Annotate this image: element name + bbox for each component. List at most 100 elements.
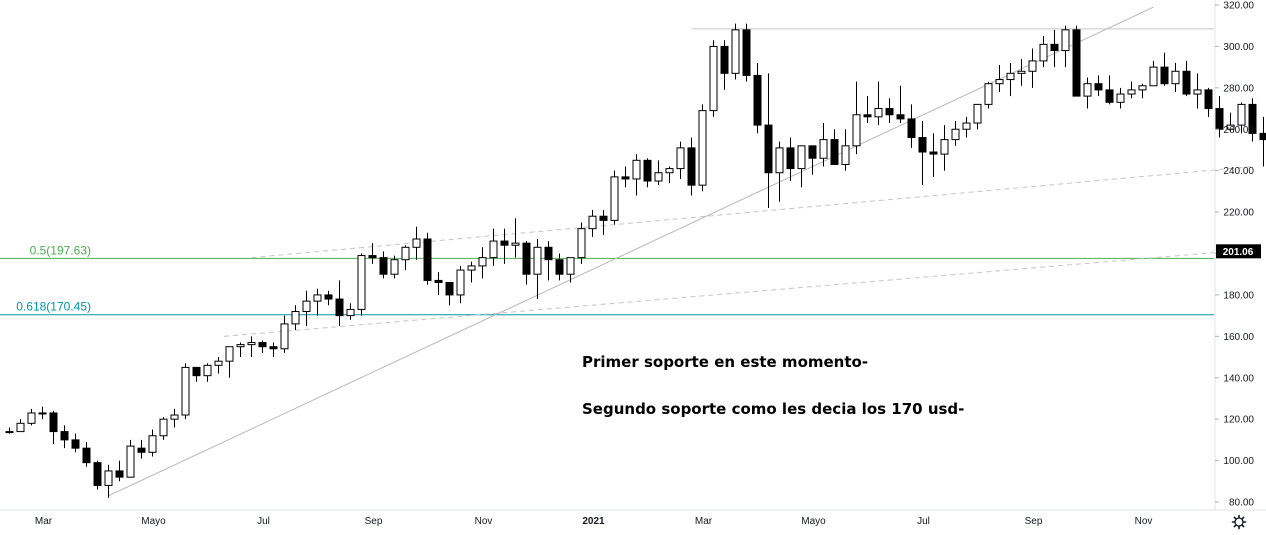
candle: [445, 281, 454, 306]
candle: [170, 408, 179, 428]
last-price-label: 201.06: [1223, 247, 1254, 258]
candle: [181, 363, 190, 420]
candle: [269, 342, 278, 358]
time-tick-label: Jul: [257, 516, 270, 527]
candle-body-down: [1050, 43, 1059, 52]
candle-body-up: [1116, 93, 1125, 103]
candle: [643, 158, 652, 188]
candle-body-up: [38, 412, 47, 415]
candle-body-down: [786, 147, 795, 170]
fib-level-label: 0.5(197.63): [30, 243, 91, 257]
candle-body-up: [390, 259, 399, 275]
candle-body-up: [302, 300, 311, 312]
candle-body-down: [1105, 89, 1114, 103]
fib-level-label: 0.618(170.45): [16, 300, 91, 314]
candle-body-down: [907, 118, 916, 139]
candle: [456, 265, 465, 304]
candle: [797, 145, 806, 188]
candle-body-up: [126, 445, 135, 478]
candle-body-down: [1160, 66, 1169, 85]
candle: [1149, 60, 1158, 87]
candle-body-down: [49, 412, 58, 433]
candle-body-down: [1204, 89, 1213, 110]
price-tick-label: 320.00: [1223, 1, 1254, 12]
candle: [115, 460, 124, 482]
candle-body-down: [764, 124, 773, 174]
candle: [599, 210, 608, 235]
time-axis: Mar Mayo Jul Sep Nov 2021 Mar Mayo Jul Sep Nov: [0, 509, 1266, 527]
time-tick-label: Nov: [475, 516, 493, 527]
candle-body-down: [742, 29, 751, 76]
candle-body-up: [27, 412, 36, 424]
candle-body-up: [654, 172, 663, 182]
candle-body-up: [1149, 66, 1158, 87]
candle: [379, 251, 388, 279]
fib-labels: 0.5(197.63) 0.618(170.45): [16, 243, 91, 313]
candle-body-down: [720, 45, 729, 74]
time-tick-label: Sep: [1025, 516, 1043, 527]
candle-body-up: [874, 108, 883, 118]
candle: [973, 103, 982, 130]
candle: [775, 141, 784, 202]
candle-body-up: [1237, 103, 1246, 126]
candle-body-up: [731, 29, 740, 74]
candle-body-down: [687, 147, 696, 186]
candle: [995, 65, 1004, 92]
candle: [126, 439, 135, 478]
candle-body-up: [1061, 29, 1070, 52]
price-tick-label: 280.00: [1223, 83, 1254, 94]
candle-body-up: [357, 255, 366, 310]
candle: [687, 137, 696, 196]
candle: [93, 460, 102, 490]
candle-body-down: [368, 255, 377, 259]
candle: [423, 232, 432, 285]
candle-body-down: [544, 246, 553, 261]
candle: [896, 85, 905, 124]
time-tick-label: 2021: [582, 516, 605, 527]
candle: [610, 170, 619, 225]
gear-icon[interactable]: [1231, 514, 1247, 530]
candle: [280, 315, 289, 353]
candle: [247, 336, 256, 358]
candle-body-down: [82, 447, 91, 464]
time-tick-label: Jul: [917, 516, 930, 527]
candle: [214, 357, 223, 374]
candle-body-down: [1259, 132, 1266, 141]
candle: [577, 222, 586, 264]
candle-body-down: [434, 279, 443, 283]
reference-lines: [0, 28, 1214, 316]
candle-body-down: [445, 281, 454, 296]
candle-body-down: [896, 114, 905, 120]
candle-body-up: [610, 176, 619, 221]
candle: [1083, 77, 1092, 109]
candle: [819, 123, 828, 167]
time-tick-label: Sep: [365, 516, 383, 527]
candle-body-down: [555, 259, 564, 275]
candle-body-down: [379, 257, 388, 275]
candle: [808, 145, 817, 175]
candle: [852, 81, 861, 155]
trendline-dashed: [223, 248, 1253, 337]
candle: [401, 245, 410, 271]
candle: [720, 40, 729, 90]
candle: [698, 104, 707, 192]
candle: [940, 125, 949, 171]
annotations: Primer soporte en este momento- Segundo s…: [582, 353, 964, 418]
candle: [753, 62, 762, 134]
candle: [38, 406, 47, 420]
candle: [1028, 48, 1037, 88]
time-tick-label: Mar: [695, 516, 713, 527]
candle: [489, 228, 498, 266]
candle: [1006, 62, 1015, 97]
price-tick-label: 220.00: [1223, 208, 1254, 219]
candle: [104, 464, 113, 498]
candle-body-up: [346, 308, 355, 317]
candle-body-up: [566, 257, 575, 275]
candle-body-up: [148, 435, 157, 453]
candle: [137, 439, 146, 459]
candle-body-up: [478, 257, 487, 267]
candle-body-up: [973, 103, 982, 124]
candle: [1050, 29, 1059, 68]
